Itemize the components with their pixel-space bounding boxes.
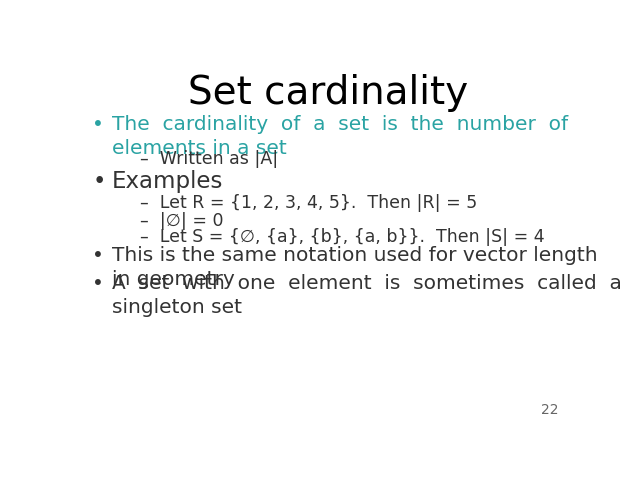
Text: •: •	[92, 115, 104, 134]
Text: •: •	[92, 170, 106, 193]
Text: •: •	[92, 274, 104, 293]
Text: –  |∅| = 0: – |∅| = 0	[140, 212, 223, 230]
Text: Set cardinality: Set cardinality	[188, 74, 468, 112]
Text: This is the same notation used for vector length
in geometry: This is the same notation used for vecto…	[112, 246, 598, 289]
Text: 22: 22	[541, 403, 559, 417]
Text: •: •	[92, 246, 104, 265]
Text: Examples: Examples	[112, 170, 223, 193]
Text: A  set  with  one  element  is  sometimes  called  a
singleton set: A set with one element is sometimes call…	[112, 274, 622, 317]
Text: –  Let S = {∅, {a}, {b}, {a, b}}.  Then |S| = 4: – Let S = {∅, {a}, {b}, {a, b}}. Then |S…	[140, 228, 544, 246]
Text: –  Written as |A|: – Written as |A|	[140, 150, 278, 168]
Text: –  Let R = {1, 2, 3, 4, 5}.  Then |R| = 5: – Let R = {1, 2, 3, 4, 5}. Then |R| = 5	[140, 194, 477, 212]
Text: The  cardinality  of  a  set  is  the  number  of
elements in a set: The cardinality of a set is the number o…	[112, 115, 568, 158]
